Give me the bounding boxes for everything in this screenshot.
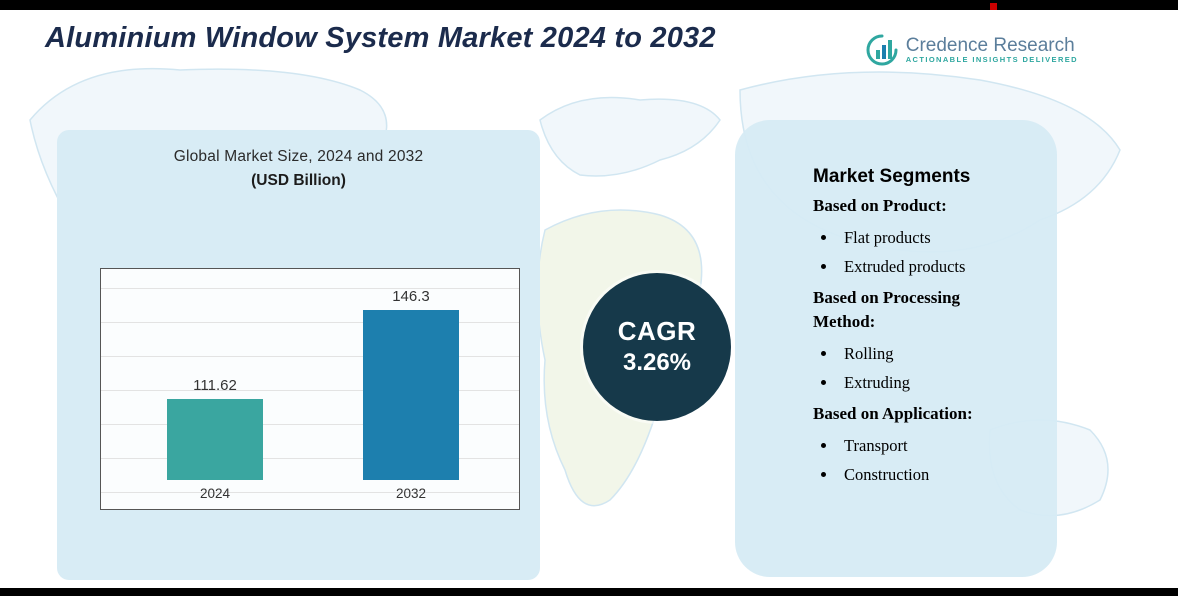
segment-item-label: Extruded products xyxy=(844,256,966,276)
segment-item: Rolling xyxy=(813,344,1019,364)
segment-item-label: Extruding xyxy=(844,372,910,392)
bullet-dot xyxy=(821,380,826,386)
bar-value-label: 146.3 xyxy=(392,288,430,305)
bullet-dot xyxy=(821,264,826,270)
cagr-badge: CAGR 3.26% xyxy=(583,273,731,421)
bullet-dot xyxy=(821,351,826,357)
bar-group-2024: 111.62 2024 xyxy=(167,377,263,501)
segment-item-label: Rolling xyxy=(844,343,894,363)
segments-panel: Market Segments Based on Product: Flat p… xyxy=(735,120,1057,577)
segments-heading: Market Segments xyxy=(813,166,971,187)
chart-subtitle: (USD Billion) xyxy=(251,172,346,189)
segment-item: Flat products xyxy=(813,228,1019,248)
bullet-dot xyxy=(821,443,826,449)
brand-tagline: Actionable Insights Delivered xyxy=(905,55,1078,65)
credence-logo-icon xyxy=(866,34,898,66)
red-marker xyxy=(990,3,997,10)
bar-category-label: 2032 xyxy=(395,486,427,501)
segment-item: Transport xyxy=(813,436,1019,456)
segment-item: Construction xyxy=(813,465,1019,485)
brand-name: Credence Research xyxy=(905,34,1075,56)
segment-item: Extruding xyxy=(813,373,1019,393)
bottom-black-bar xyxy=(0,588,1178,596)
segment-section-title: Based on Application: xyxy=(813,403,973,423)
segment-section-title: Based on Processing Method: xyxy=(813,287,961,332)
bar-value-label: 111.62 xyxy=(193,377,237,394)
bullet-dot xyxy=(821,235,826,241)
segment-item-label: Construction xyxy=(844,464,930,484)
bullet-dot xyxy=(821,472,826,478)
cagr-label: CAGR xyxy=(617,316,697,347)
bar-2032 xyxy=(363,310,459,480)
segment-item: Extruded products xyxy=(813,257,1019,277)
segment-item-label: Transport xyxy=(844,435,908,455)
top-black-bar xyxy=(0,0,1178,10)
bar-group-2032: 146.3 2032 xyxy=(363,288,459,501)
bar-chart: 111.62 2024 146.3 2032 xyxy=(100,268,520,510)
bar-2024 xyxy=(167,399,263,480)
segment-item-label: Flat products xyxy=(844,227,931,247)
brand-text: Credence Research Actionable Insights De… xyxy=(905,34,1078,65)
page-title: Aluminium Window System Market 2024 to 2… xyxy=(45,22,716,54)
bar-category-label: 2024 xyxy=(199,486,231,501)
segment-section-title: Based on Product: xyxy=(813,196,947,215)
cagr-value: 3.26% xyxy=(622,348,692,376)
chart-title: Global Market Size, 2024 and 2032 xyxy=(173,148,424,165)
brand-logo: Credence Research Actionable Insights De… xyxy=(866,34,1078,66)
chart-panel: Global Market Size, 2024 and 2032 (USD B… xyxy=(57,130,540,580)
